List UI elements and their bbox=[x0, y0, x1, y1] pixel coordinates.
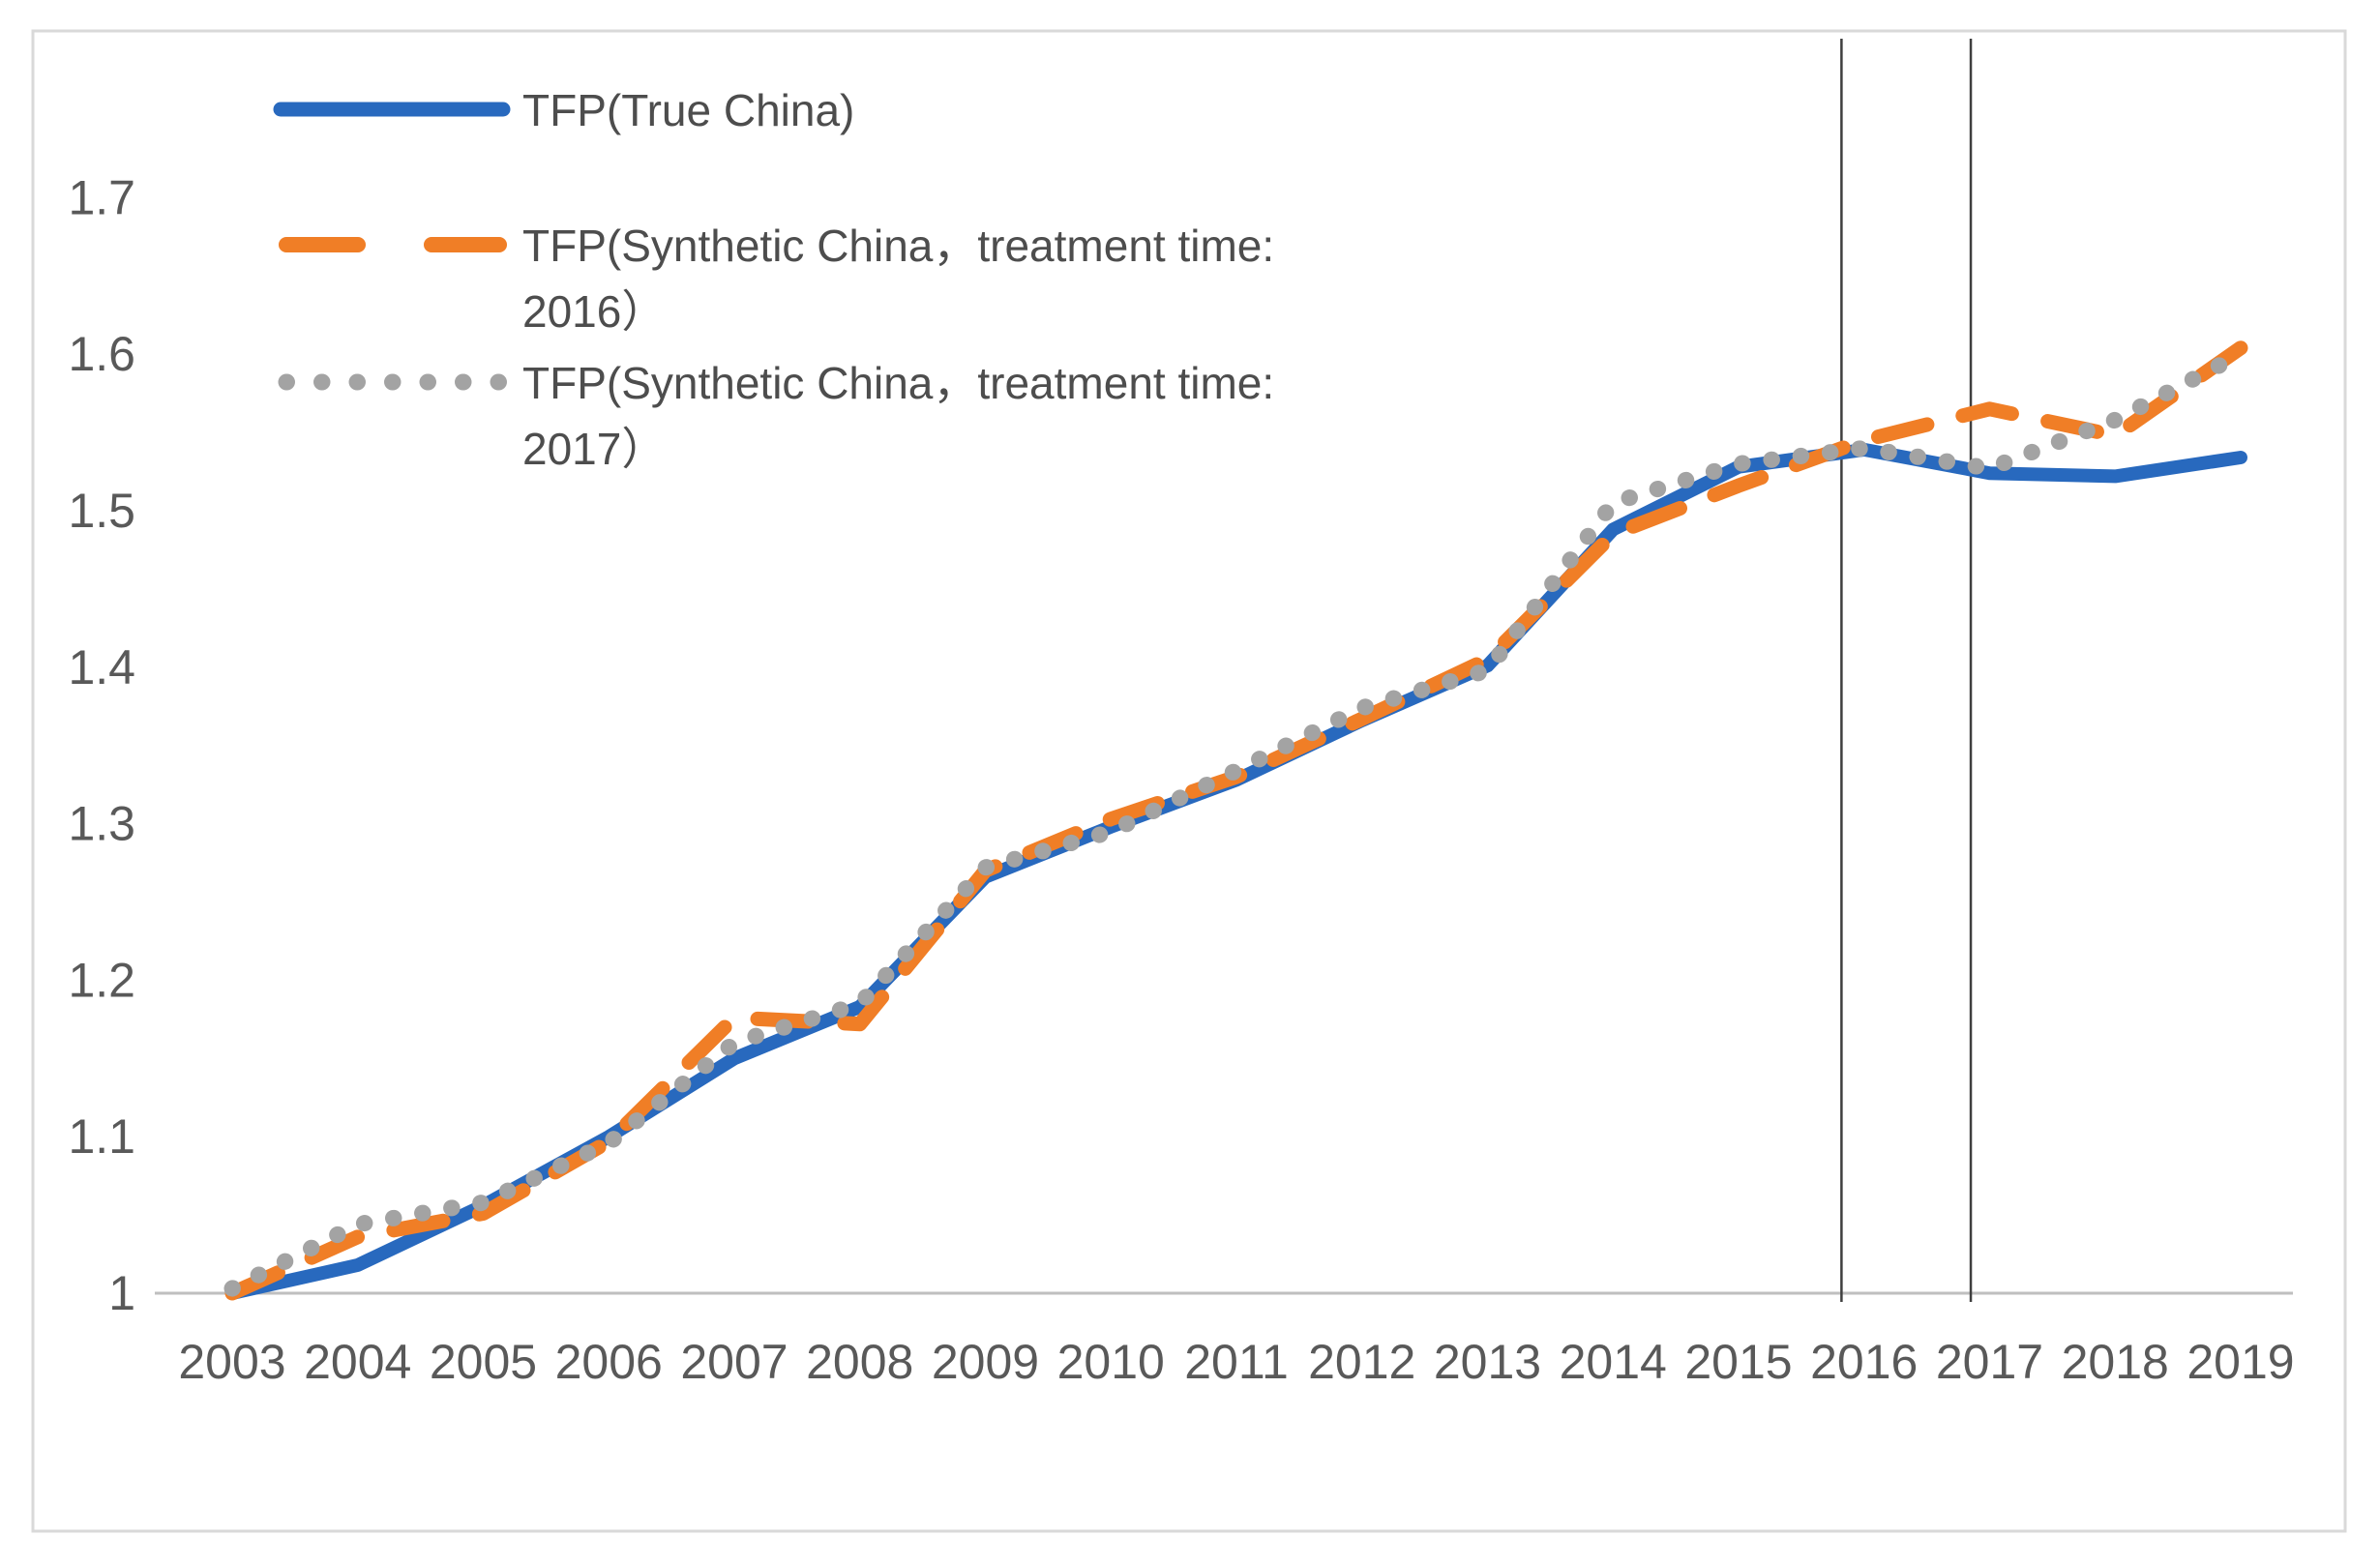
x-year-label: 2010 bbox=[1057, 1335, 1165, 1389]
x-year-label: 2011 bbox=[1184, 1335, 1289, 1389]
x-year-label: 2007 bbox=[680, 1335, 788, 1389]
x-year-label: 2005 bbox=[430, 1335, 537, 1389]
series-line-dashed bbox=[224, 340, 2248, 1301]
y-tick-label: 1 bbox=[108, 1266, 135, 1320]
treatment-time-vlines bbox=[1840, 39, 1973, 1302]
series-line-solid bbox=[225, 442, 2247, 1300]
x-year-label: 2012 bbox=[1308, 1335, 1415, 1389]
x-year-label: 2006 bbox=[555, 1335, 663, 1389]
y-tick-label: 1.5 bbox=[68, 484, 135, 538]
x-year-label: 2018 bbox=[2062, 1335, 2169, 1389]
legend: TFP(True China) TFP(Synthetic China，trea… bbox=[273, 85, 1274, 474]
figure-border bbox=[31, 29, 2347, 1533]
legend-label-synthetic-2017-line1: TFP(Synthetic China，treatment time: bbox=[522, 358, 1274, 408]
x-year-label: 2014 bbox=[1560, 1335, 1667, 1389]
y-tick-label: 1.4 bbox=[68, 640, 135, 694]
legend-label-synthetic-2016-line2: 2016） bbox=[522, 286, 666, 337]
y-tick-label: 1.1 bbox=[68, 1109, 135, 1164]
legend-label-synthetic-2016-line1: TFP(Synthetic China，treatment time: bbox=[522, 221, 1274, 271]
x-year-label: 2015 bbox=[1684, 1335, 1792, 1389]
y-axis-tick-labels: 1 1.1 1.2 1.3 1.4 1.5 1.6 1.7 bbox=[68, 170, 135, 1320]
y-tick-label: 1.7 bbox=[68, 170, 135, 224]
y-tick-label: 1.2 bbox=[68, 953, 135, 1007]
x-year-label: 2003 bbox=[178, 1335, 285, 1389]
series-line-dotted bbox=[223, 345, 2249, 1297]
x-year-label: 2017 bbox=[1936, 1335, 2043, 1389]
x-year-label: 2004 bbox=[304, 1335, 411, 1389]
legend-label-true-china: TFP(True China) bbox=[522, 85, 854, 135]
y-tick-label: 1.3 bbox=[68, 797, 135, 851]
x-year-label: 2008 bbox=[806, 1335, 913, 1389]
y-tick-label: 1.6 bbox=[68, 327, 135, 381]
x-year-label: 2016 bbox=[1810, 1335, 1918, 1389]
x-year-label: 2009 bbox=[932, 1335, 1039, 1389]
series-lines bbox=[223, 340, 2249, 1301]
x-year-label: 2019 bbox=[2187, 1335, 2294, 1389]
legend-label-synthetic-2017-line2: 2017） bbox=[522, 424, 666, 474]
x-axis-year-labels: 2003 2004 2005 2006 2007 2008 2009 2010 2011 2012… bbox=[178, 1335, 2294, 1389]
x-year-label: 2013 bbox=[1434, 1335, 1541, 1389]
